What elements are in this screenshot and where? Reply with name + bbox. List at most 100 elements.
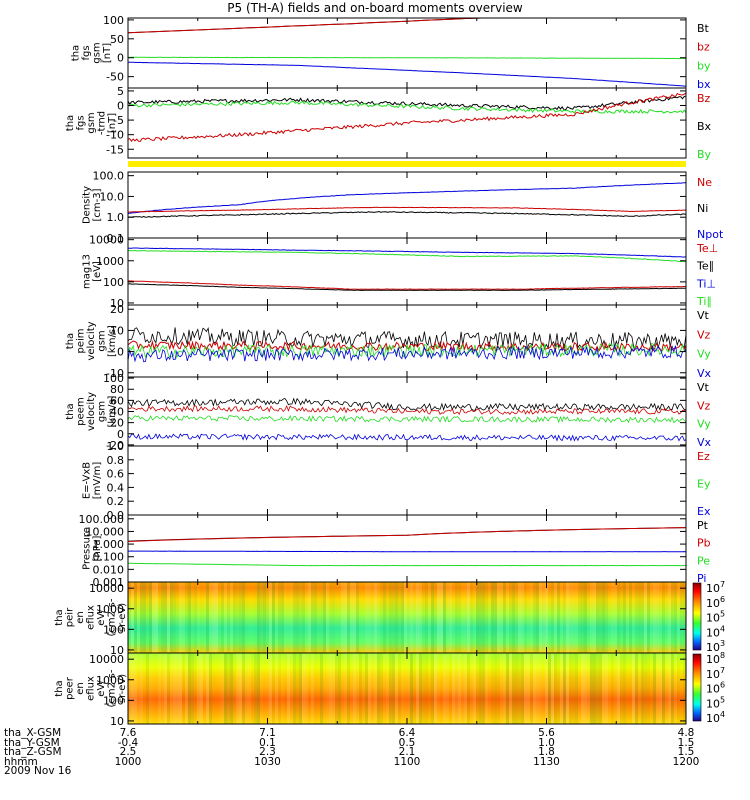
panel-fgs: tha fgs gsm [nT] 100 50 0 -50 Bt bz by bx [71,14,711,91]
y-axis-label: tha [65,403,76,419]
y-tick-label: 10.000 [86,525,125,538]
series-Te⊥ [127,280,687,290]
series-By [127,100,687,114]
y-axis-label: eV/ [96,609,107,626]
colorbar [692,582,702,651]
y-axis-label: [cm-3] [92,188,103,221]
x-axis-value: 7.1 [259,727,276,739]
y-tick-label: 0 [117,52,124,65]
x-axis-labels: tha_X-GSM 7.6 7.1 6.4 5.6 4.8 tha_Y-GSM -0.4 0.1… [4,728,699,777]
series-Ti∥ [127,249,686,263]
y-tick-label: 1.000 [93,538,125,551]
colorbar-tick: 105 [706,695,725,710]
colorbar-tick: 103 [706,639,725,654]
x-axis-value: 1030 [254,755,281,768]
y-tick-label: 0 [117,100,124,113]
y-axis-label: tha [54,680,65,696]
x-axis-value: 2.3 [259,746,276,758]
y-axis-label: gsm [92,42,103,63]
y-axis-label: en [75,611,86,624]
y-tick-label: 0.4 [107,481,125,494]
x-axis-value: 0.5 [398,736,416,749]
x-axis-value: 7.6 [119,727,137,739]
legend-Vz: Vz [697,328,711,341]
y-axis-label: [nPa] [92,535,103,561]
y-axis-label: peir [65,607,76,627]
series-Vz [127,340,687,353]
legend-Ti∥: Ti∥ [696,295,712,308]
legend-Vx: Vx [697,436,712,449]
y-tick-label: 100.0 [93,170,125,183]
y-tick-label: 0 [117,346,124,359]
x-axis-row: tha_X-GSM 7.6 7.1 6.4 5.6 4.8 [4,728,694,739]
y-axis-label: gsm [97,401,108,422]
legend-Vx: Vx [697,367,712,380]
panel-peer: tha peer en eflux eV/(cm2-s-sr-eV)1081071061… [54,651,725,728]
y-axis-label: Density [82,186,93,224]
y-tick-label: 1000 [96,674,124,687]
chart-title: P5 (TH-A) fields and on-board moments ov… [227,1,523,15]
x-axis-row: tha_Y-GSM -0.4 0.1 0.5 1.0 1.5 [4,736,694,749]
y-axis-label: peim [76,328,87,353]
legend-Npot: Npot [697,228,724,241]
y-axis-label: eflux [86,605,97,630]
x-axis-value: 2.5 [119,746,137,758]
legend-bx: bx [697,78,711,91]
y-tick-label: -5 [113,114,124,127]
y-axis-label: tha [65,333,76,349]
y-axis-label: sr-eV) [117,603,128,632]
x-axis-value: 1.8 [538,746,555,758]
x-axis-row-label: tha_Y-GSM [4,736,60,749]
legend-by: by [697,59,711,72]
y-axis-label: peer [65,676,76,700]
y-axis-label: -trnd [97,111,108,135]
y-tick-label: 0.8 [107,454,125,467]
y-axis-label: mag13 [82,254,93,289]
y-axis-label: tha [54,609,65,625]
y-axis-label: eflux [86,676,97,701]
legend-Vy: Vy [697,418,711,431]
y-axis-label: fgs [76,115,87,130]
y-axis-label: velocity [86,321,97,360]
x-axis-value: 5.6 [538,727,555,739]
y-tick-label: 100 [103,372,124,385]
x-axis-value: 1.5 [677,736,695,749]
y-tick-label: 10 [110,715,124,728]
panel-efield: E=-VxB [mV/m] 1.00.80.60.40.20.0 Ez Ey Ex [82,440,711,522]
y-axis-label: gsm [86,112,97,133]
quality-flag-bar [128,161,686,167]
legend-Pt: Pt [697,519,709,532]
y-axis-label: [mV/m] [92,462,103,500]
spectrogram [128,582,686,653]
y-tick-label: 1000 [96,603,124,616]
panel-peir: tha peir en eflux eV/(cm2-s-sr-eV)1071061051… [54,580,725,657]
y-axis-label: tha [65,115,76,131]
y-tick-label: 10000 [89,234,124,247]
y-tick-label: 0.6 [107,468,125,481]
y-tick-label: 10 [110,644,124,657]
series-Vy [127,342,687,360]
y-tick-label: 0.2 [107,495,125,508]
legend-Te⊥: Te⊥ [696,242,718,255]
y-tick-label: 100 [103,14,124,27]
x-axis-row: hhmm 1000 1030 1100 1130 1200 [4,757,699,768]
y-tick-label: -10 [106,129,124,142]
x-axis-value: 1130 [533,755,560,768]
series-Vz [127,404,687,415]
legend-Ez: Ez [697,450,710,463]
y-axis-label: fgs [81,45,92,60]
legend-Bx: Bx [697,120,712,133]
y-axis-label: sr-eV) [117,674,128,703]
y-axis-label: tha [71,45,82,61]
panel-density: Density [cm-3] 100.0 10.0 1.0 0.1 Ne Ni Npot [82,170,724,245]
y-axis-label: [km/s] [107,325,118,357]
legend-Ne: Ne [697,176,712,189]
x-axis-value: 1100 [393,755,421,768]
spectrogram [128,653,686,724]
y-tick-label: -20 [106,439,124,452]
y-axis-label: (cm2-s- [107,669,118,707]
y-tick-label: 1.0 [107,440,125,453]
y-axis-label: [km/s] [107,395,118,427]
colorbar [692,653,702,722]
